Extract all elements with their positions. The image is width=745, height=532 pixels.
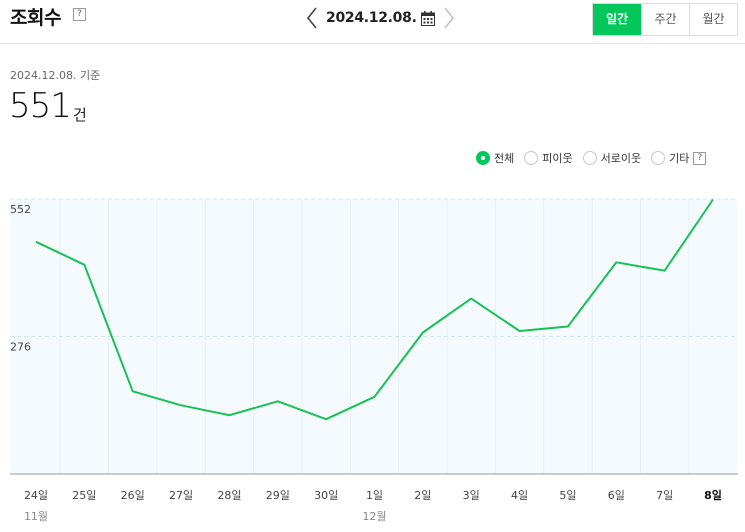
date-navigator: 2024.12.08. <box>300 0 461 36</box>
period-weekly-button[interactable]: 주간 <box>641 4 689 35</box>
x-tick-label: 30일 <box>314 488 338 502</box>
chevron-left-icon <box>306 7 317 29</box>
total-count: 551 <box>9 86 72 126</box>
y-tick-label: 552 <box>10 203 31 216</box>
radio-selected-icon <box>476 151 490 165</box>
x-tick-label: 7일 <box>656 488 673 502</box>
calendar-icon[interactable] <box>420 10 435 26</box>
x-tick-label: 25일 <box>72 488 96 502</box>
help-icon[interactable]: ? <box>693 151 707 165</box>
period-monthly-button[interactable]: 월간 <box>689 4 737 35</box>
x-tick-label: 1일 <box>366 488 383 502</box>
legend-item-mutual-neighbor[interactable]: 서로이웃 <box>582 150 642 166</box>
x-tick-label: 2일 <box>414 488 431 502</box>
period-daily-button[interactable]: 일간 <box>593 4 641 35</box>
legend-label: 피이웃 <box>542 152 573 165</box>
series-line <box>35 198 714 421</box>
views-line-chart: 552 276 24일 25일 26일 27일 28일 29일 30일 1일 2일 3일 4일 5일 6일 7… <box>10 198 738 523</box>
x-tick-label: 24일 <box>24 488 48 502</box>
radio-icon <box>524 151 539 165</box>
y-tick-label: 276 <box>10 341 31 354</box>
x-tick-label: 8일 <box>704 488 722 502</box>
legend-label: 서로이웃 <box>600 152 642 165</box>
period-selector: 일간 주간 월간 <box>592 3 738 36</box>
legend-item-all[interactable]: 전체 <box>476 150 514 166</box>
legend-item-other[interactable]: 기타 <box>651 150 689 166</box>
x-tick-label: 27일 <box>169 488 193 502</box>
help-icon[interactable]: ? <box>73 8 86 21</box>
chevron-right-icon <box>443 7 454 29</box>
x-tick-label: 4일 <box>511 488 528 502</box>
legend: 전체 피이웃 서로이웃 기타 ? <box>476 150 707 166</box>
next-date-button[interactable] <box>437 3 461 33</box>
base-date-label: 2024.12.08. 기준 <box>10 69 101 82</box>
legend-label: 기타 <box>669 152 690 165</box>
x-tick-label: 28일 <box>217 488 241 502</box>
legend-label: 전체 <box>494 152 515 165</box>
x-tick-label: 3일 <box>463 488 480 502</box>
count-unit: 건 <box>73 106 87 124</box>
x-tick-label: 5일 <box>559 488 576 502</box>
x-month-label: 11월 <box>24 510 48 523</box>
legend-item-neighbor[interactable]: 피이웃 <box>524 150 573 166</box>
header: 조회수 ? 2024.12.08. <box>0 0 745 44</box>
page-title: 조회수 <box>10 7 61 29</box>
x-tick-label: 29일 <box>266 488 290 502</box>
radio-icon <box>582 151 597 165</box>
x-tick-label: 26일 <box>121 488 145 502</box>
prev-date-button[interactable] <box>300 3 324 33</box>
radio-icon <box>651 151 666 165</box>
x-tick-label: 6일 <box>608 488 625 502</box>
x-month-label: 12월 <box>362 510 386 523</box>
current-date: 2024.12.08. <box>326 10 417 26</box>
